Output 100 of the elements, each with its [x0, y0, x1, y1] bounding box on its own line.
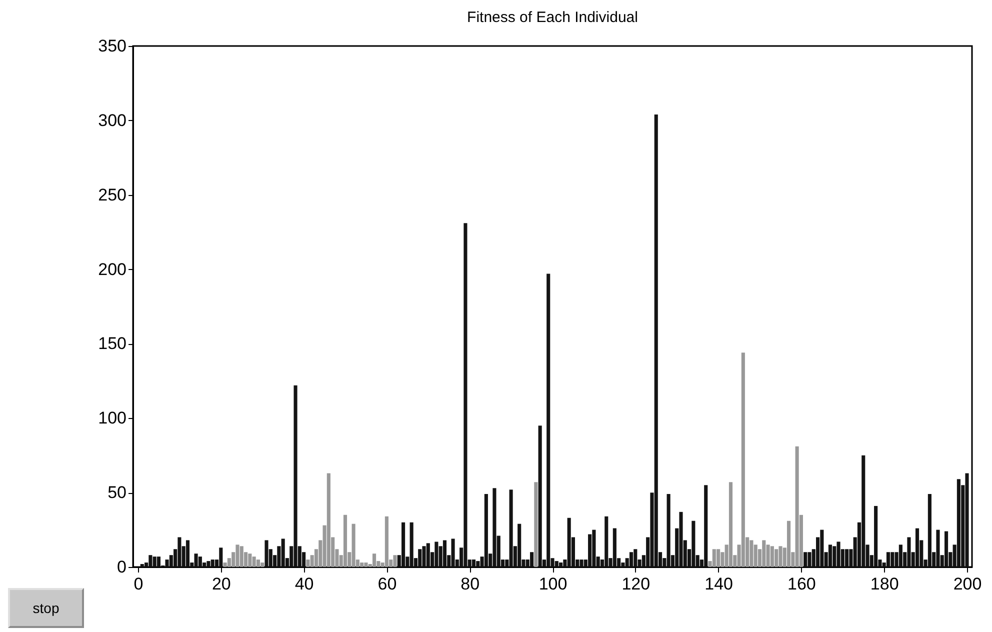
bar: [509, 490, 513, 567]
bar: [804, 552, 808, 567]
x-tick-label: 20: [212, 574, 231, 594]
bar: [530, 552, 534, 567]
bar: [762, 540, 766, 567]
bar: [256, 560, 260, 567]
bar: [410, 522, 414, 567]
bar: [634, 549, 638, 567]
bar: [612, 528, 616, 567]
bar: [422, 546, 426, 567]
bar: [774, 549, 778, 567]
bar: [240, 546, 244, 567]
bar: [836, 542, 840, 567]
bar: [434, 542, 438, 567]
bar: [156, 556, 161, 567]
y-tick-label: 200: [98, 260, 126, 279]
bar: [580, 560, 584, 567]
bar: [956, 479, 960, 567]
bar: [750, 540, 754, 567]
x-tick-label: 100: [538, 574, 568, 594]
bar: [178, 537, 182, 567]
bar: [890, 552, 894, 567]
bar: [778, 546, 782, 567]
bar: [518, 524, 522, 567]
bar: [554, 561, 558, 567]
x-tick-label: 180: [870, 574, 899, 594]
bar: [236, 544, 240, 567]
x-tick-label: 200: [953, 574, 982, 594]
bar: [704, 485, 708, 567]
y-tick-label: 50: [108, 483, 126, 502]
bar: [786, 520, 791, 567]
bar: [384, 516, 388, 567]
chart-title: Fitness of Each Individual: [467, 9, 638, 26]
bar: [281, 538, 285, 567]
bar: [252, 556, 256, 567]
bar: [716, 549, 720, 567]
bar: [692, 520, 696, 567]
bar: [219, 548, 223, 567]
x-tick-label: 40: [294, 574, 314, 594]
bar: [666, 494, 670, 567]
bar: [965, 473, 969, 567]
bar: [426, 543, 430, 567]
x-tick-label: 80: [460, 574, 480, 594]
bar: [546, 274, 550, 567]
bar: [294, 385, 298, 567]
x-tick-label: 140: [704, 574, 733, 594]
bar: [886, 552, 890, 567]
bar: [140, 564, 144, 567]
bar: [472, 560, 476, 567]
bar: [898, 544, 902, 567]
bar: [442, 540, 447, 567]
bar: [907, 537, 911, 567]
bar: [559, 562, 563, 567]
bar: [360, 562, 364, 567]
bar: [712, 549, 716, 567]
bar: [679, 512, 683, 567]
bar: [186, 540, 190, 567]
bar: [352, 524, 356, 567]
bar: [604, 516, 608, 567]
y-tick-label: 250: [98, 185, 126, 204]
x-tick-label: 120: [622, 574, 650, 594]
bar: [944, 531, 948, 567]
bar: [728, 482, 733, 567]
bar: [492, 488, 496, 567]
bar: [936, 530, 940, 567]
bar: [206, 561, 210, 567]
bar: [808, 552, 812, 567]
y-tick-label: 350: [98, 36, 126, 56]
bar: [393, 555, 397, 567]
bar: [198, 556, 202, 567]
bar: [820, 530, 824, 567]
y-tick-label: 100: [98, 408, 126, 428]
bar: [152, 556, 156, 567]
bar: [343, 514, 348, 567]
bar: [862, 455, 866, 567]
bar: [326, 473, 330, 567]
bar: [741, 352, 745, 567]
bar: [629, 552, 634, 567]
y-tick-label: 150: [98, 334, 126, 354]
bar: [260, 562, 264, 567]
bar: [401, 522, 406, 567]
y-tick-label: 300: [98, 110, 126, 130]
bar: [148, 555, 152, 567]
bar: [770, 546, 774, 567]
bar: [592, 530, 596, 567]
x-tick-label: 160: [788, 574, 816, 594]
bar: [928, 494, 932, 567]
bar: [372, 554, 376, 567]
bar: [654, 114, 658, 567]
bar: [364, 562, 368, 567]
bar: [567, 518, 571, 567]
bar: [464, 223, 468, 567]
bar: [484, 494, 488, 567]
x-tick-label: 60: [378, 574, 397, 594]
y-tick-label: 0: [117, 558, 126, 576]
bar: [418, 549, 422, 567]
bar: [451, 538, 455, 567]
bar: [915, 528, 920, 567]
stop-button: stop: [8, 588, 84, 628]
bar: [874, 506, 878, 567]
